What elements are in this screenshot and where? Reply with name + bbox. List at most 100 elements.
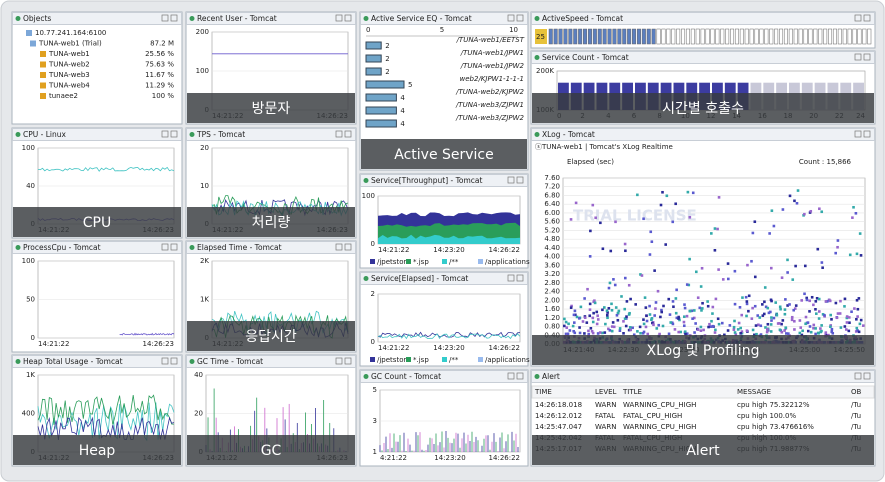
xlog-dot bbox=[745, 302, 749, 306]
xlog-dot bbox=[593, 299, 596, 302]
xlog-dot bbox=[808, 299, 811, 303]
window-button[interactable] bbox=[854, 130, 862, 138]
y-tick-label: 20 bbox=[200, 144, 209, 152]
xlog-dot bbox=[571, 324, 575, 328]
xlog-dot bbox=[823, 313, 826, 317]
panel-title: GC Count - Tomcat bbox=[371, 372, 441, 381]
xlog-dot bbox=[701, 301, 704, 305]
window-button[interactable] bbox=[344, 14, 352, 22]
window-button[interactable] bbox=[161, 14, 169, 22]
xlog-dot bbox=[682, 320, 686, 324]
xlog-dot bbox=[768, 232, 771, 235]
column-header: OB bbox=[851, 388, 862, 396]
y-tick-label: 3.60 bbox=[544, 261, 560, 269]
xlog-dot bbox=[656, 289, 660, 293]
xlog-dot bbox=[694, 322, 697, 325]
speed-cell bbox=[832, 28, 837, 45]
tree-label: 10.77.241.164:6100 bbox=[35, 29, 106, 37]
speed-cell bbox=[690, 28, 695, 45]
xlog-dot bbox=[847, 316, 851, 319]
y-tick-label: 100 bbox=[362, 192, 375, 200]
xlog-dot bbox=[667, 297, 671, 301]
xlog-dot bbox=[817, 317, 821, 320]
xlog-dot bbox=[709, 325, 712, 328]
window-button[interactable] bbox=[507, 274, 515, 282]
window-button[interactable] bbox=[170, 243, 178, 251]
speed-cell bbox=[828, 28, 833, 45]
xlog-dot bbox=[662, 304, 665, 308]
window-button[interactable] bbox=[170, 14, 178, 22]
xlog-dot bbox=[589, 326, 593, 330]
y-tick-label: 4.00 bbox=[544, 253, 560, 261]
window-button[interactable] bbox=[863, 14, 871, 22]
xlog-dot bbox=[599, 221, 602, 225]
xlog-dot bbox=[638, 325, 642, 329]
xlog-dot bbox=[761, 303, 764, 306]
window-button[interactable] bbox=[863, 53, 871, 61]
window-button[interactable] bbox=[335, 357, 343, 365]
eq-count: 4 bbox=[400, 120, 405, 128]
xlog-dot bbox=[617, 309, 621, 313]
xlog-dot bbox=[575, 315, 579, 319]
xlog-dot bbox=[717, 268, 720, 271]
xlog-dot bbox=[691, 317, 694, 320]
xlog-dot bbox=[732, 328, 736, 331]
window-button[interactable] bbox=[516, 274, 524, 282]
window-button[interactable] bbox=[507, 14, 515, 22]
window-button[interactable] bbox=[863, 372, 871, 380]
xlog-dot bbox=[767, 311, 771, 315]
cell: FATAL_CPU_HIGH bbox=[623, 412, 682, 420]
window-button[interactable] bbox=[170, 130, 178, 138]
window-button[interactable] bbox=[516, 176, 524, 184]
window-button[interactable] bbox=[335, 130, 343, 138]
speed-cell bbox=[793, 28, 798, 45]
window-button[interactable] bbox=[344, 243, 352, 251]
panel-title: CPU - Linux bbox=[23, 130, 66, 139]
xlog-dot bbox=[839, 326, 843, 329]
xlog-dot bbox=[625, 300, 629, 303]
window-button[interactable] bbox=[170, 357, 178, 365]
window-button[interactable] bbox=[161, 243, 169, 251]
legend-swatch bbox=[442, 357, 447, 362]
xlog-dot bbox=[590, 329, 594, 333]
eq-bar bbox=[365, 41, 382, 50]
window-button[interactable] bbox=[854, 53, 862, 61]
panel-title: XLog - Tomcat bbox=[542, 130, 595, 139]
window-button[interactable] bbox=[344, 130, 352, 138]
window-button[interactable] bbox=[516, 14, 524, 22]
speed-cell bbox=[573, 28, 578, 45]
window-button[interactable] bbox=[854, 14, 862, 22]
window-button[interactable] bbox=[516, 372, 524, 380]
xlog-dot bbox=[763, 286, 767, 289]
xlog-dot bbox=[648, 304, 651, 308]
window-button[interactable] bbox=[335, 243, 343, 251]
window-button[interactable] bbox=[161, 357, 169, 365]
legend-swatch bbox=[442, 259, 447, 264]
speed-cell bbox=[612, 28, 617, 45]
xlog-dot bbox=[740, 331, 744, 335]
window-button[interactable] bbox=[335, 14, 343, 22]
window-button[interactable] bbox=[507, 176, 515, 184]
xlog-dot bbox=[781, 208, 785, 211]
window-button[interactable] bbox=[507, 372, 515, 380]
xlog-dot bbox=[664, 243, 668, 246]
window-button[interactable] bbox=[344, 357, 352, 365]
window-button[interactable] bbox=[854, 372, 862, 380]
xlog-dot bbox=[572, 329, 575, 333]
speed-cell bbox=[587, 28, 592, 45]
xlog-dot bbox=[695, 270, 698, 274]
x-tick-label: 14:26:23 bbox=[143, 340, 174, 348]
xlog-dot bbox=[809, 209, 813, 213]
xlog-dot bbox=[733, 331, 737, 334]
window-button[interactable] bbox=[863, 130, 871, 138]
xlog-dot bbox=[798, 319, 802, 322]
xlog-dot bbox=[601, 308, 604, 312]
caption: 시간별 호출수 bbox=[662, 101, 744, 117]
cell: cpu high 73.476616% bbox=[737, 423, 814, 431]
xlog-dot bbox=[750, 317, 754, 320]
xlog-dot bbox=[688, 215, 692, 219]
xlog-dot bbox=[826, 299, 829, 303]
window-button[interactable] bbox=[161, 130, 169, 138]
xlog-dot bbox=[610, 302, 613, 306]
xlog-dot bbox=[690, 309, 694, 313]
